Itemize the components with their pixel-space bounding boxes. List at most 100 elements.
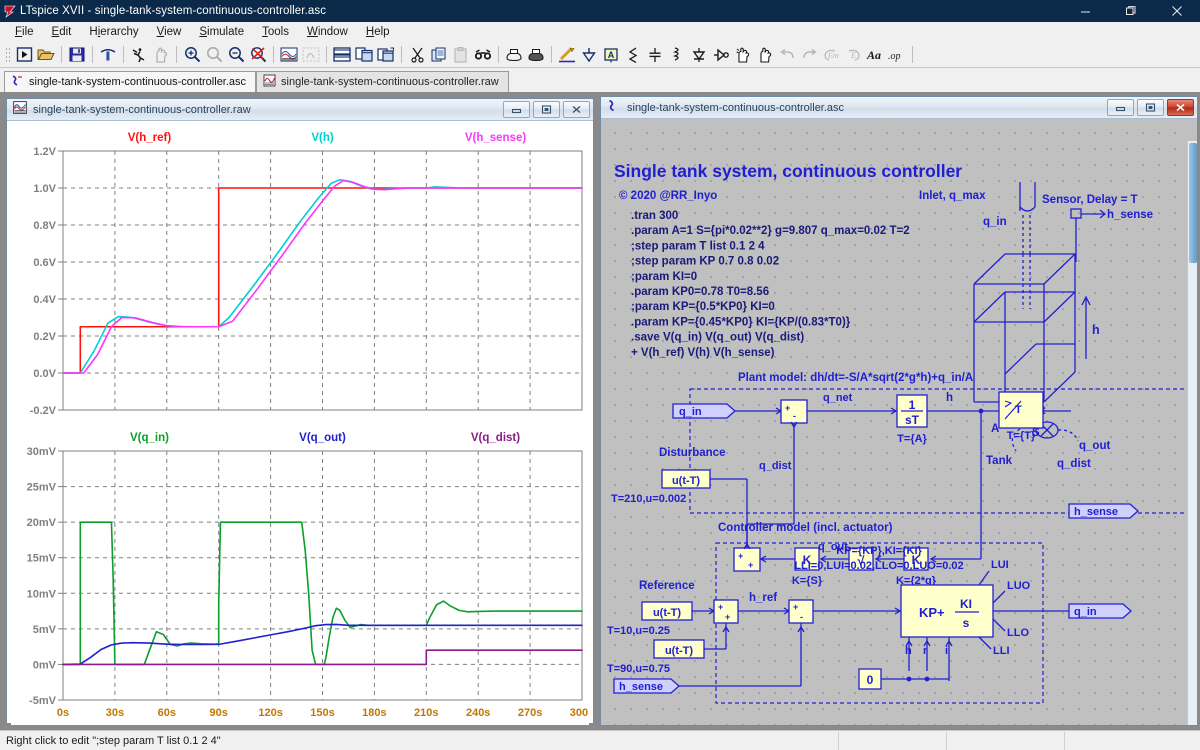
waveform-plot-area[interactable]: V(h_ref) V(h) V(h_sense) 1.2V 1.0V 0.8V 0.6V 0.… bbox=[7, 121, 594, 725]
component-icon[interactable] bbox=[710, 44, 732, 66]
schematic-text: - bbox=[793, 411, 796, 421]
zero-block-label: 0 bbox=[867, 673, 874, 687]
plot-ytick-label: 1.0V bbox=[33, 183, 56, 195]
zoom-out-icon[interactable] bbox=[225, 44, 247, 66]
resistor-icon[interactable] bbox=[622, 44, 644, 66]
menu-view[interactable]: View bbox=[156, 25, 182, 38]
schematic-title: Single tank system, continuous controlle… bbox=[614, 161, 962, 181]
maximize-button[interactable] bbox=[1108, 0, 1154, 22]
statusbar-message: Right click to edit ";step param T list … bbox=[6, 734, 221, 747]
open-icon[interactable] bbox=[35, 44, 57, 66]
schematic-window-titlebar[interactable]: single-tank-system-continuous-controller… bbox=[601, 97, 1197, 119]
zoom-area-icon[interactable] bbox=[203, 44, 225, 66]
undo-icon[interactable] bbox=[776, 44, 798, 66]
label-net-icon[interactable]: A bbox=[600, 44, 622, 66]
schematic-restore-button[interactable] bbox=[1137, 99, 1164, 116]
ground-icon[interactable] bbox=[578, 44, 600, 66]
menu-edit[interactable]: Edit bbox=[51, 25, 72, 38]
print-icon[interactable] bbox=[525, 44, 547, 66]
diode-icon[interactable] bbox=[688, 44, 710, 66]
tile-horizontal-icon[interactable] bbox=[331, 44, 353, 66]
spice-directive-icon[interactable]: .op bbox=[886, 44, 908, 66]
ltspice-app-icon bbox=[0, 0, 20, 22]
statusbar-cell-2 bbox=[946, 732, 1064, 750]
menu-window[interactable]: Window bbox=[306, 25, 348, 38]
draw-wire-icon[interactable] bbox=[556, 44, 578, 66]
menu-tools[interactable]: Tools bbox=[262, 25, 289, 38]
save-icon[interactable] bbox=[66, 44, 88, 66]
toolbar-grip[interactable] bbox=[4, 45, 11, 64]
plot-ytick-label: 0.0V bbox=[33, 368, 56, 380]
spice-error-log-icon[interactable] bbox=[300, 44, 322, 66]
controller-params-2: LLI=0,LUI=0.02,LLO=0,LUO=0.02 bbox=[794, 560, 963, 572]
waveform-restore-button[interactable] bbox=[533, 101, 560, 118]
run-man-icon[interactable] bbox=[128, 44, 150, 66]
print-preview-icon[interactable] bbox=[503, 44, 525, 66]
inductor-icon[interactable] bbox=[666, 44, 688, 66]
waveform-window-title: single-tank-system-continuous-controller… bbox=[33, 103, 251, 116]
capacitor-icon[interactable] bbox=[644, 44, 666, 66]
window-titlebar: LTspice XVII - single-tank-system-contin… bbox=[0, 0, 1200, 22]
waveform-close-button[interactable] bbox=[563, 101, 590, 118]
gain-2g-param: K={2*g} bbox=[896, 575, 937, 587]
spice-directive-line: .param A=1 S={pi*0.02**2} g=9.807 q_max=… bbox=[631, 225, 910, 237]
run-icon[interactable] bbox=[13, 44, 35, 66]
mirror-icon[interactable]: E bbox=[842, 44, 864, 66]
minimize-button[interactable] bbox=[1062, 0, 1108, 22]
plot-trace-Vh_sense bbox=[62, 179, 583, 374]
plot-legend-Vq_in: V(q_in) bbox=[130, 432, 169, 444]
spice-directive-line: ;step param KP 0.7 0.8 0.02 bbox=[631, 256, 779, 268]
schematic-text: + bbox=[748, 560, 753, 570]
schematic-vertical-scrollbar[interactable] bbox=[1187, 141, 1197, 725]
plot-panel-upper[interactable]: V(h_ref) V(h) V(h_sense) 1.2V 1.0V 0.8V 0.6V 0.… bbox=[11, 125, 589, 425]
text-icon[interactable]: Aa bbox=[864, 44, 886, 66]
zoom-back-icon[interactable] bbox=[247, 44, 269, 66]
tab-waveform[interactable]: single-tank-system-continuous-controller… bbox=[256, 71, 509, 92]
net-q-out: q_out bbox=[818, 541, 848, 553]
halt-icon[interactable] bbox=[150, 44, 172, 66]
waveform-icon bbox=[263, 74, 276, 90]
cascade-icon[interactable] bbox=[375, 44, 397, 66]
plot-xtick-label: 240s bbox=[466, 707, 490, 719]
schematic-close-button[interactable] bbox=[1167, 99, 1194, 116]
tab-schematic[interactable]: single-tank-system-continuous-controller… bbox=[4, 71, 257, 92]
disturbance-heading: Disturbance bbox=[659, 447, 725, 459]
paste-icon[interactable] bbox=[450, 44, 472, 66]
pin-r: r bbox=[923, 645, 928, 657]
schematic-minimize-button[interactable] bbox=[1107, 99, 1134, 116]
cut-icon[interactable] bbox=[406, 44, 428, 66]
spice-directive-line: .save V(q_in) V(q_out) V(q_dist) bbox=[631, 332, 804, 344]
schematic-scroll-thumb[interactable] bbox=[1189, 143, 1197, 263]
probe-icon[interactable] bbox=[97, 44, 119, 66]
waveform-window-titlebar[interactable]: single-tank-system-continuous-controller… bbox=[7, 99, 593, 121]
plot-ytick-label: 1.2V bbox=[33, 146, 56, 158]
net-q-net: q_net bbox=[823, 392, 853, 404]
plot-ytick-label: -5mV bbox=[29, 695, 57, 707]
waveform-minimize-button[interactable] bbox=[503, 101, 530, 118]
rotate-icon[interactable]: Em bbox=[820, 44, 842, 66]
disturbance-block-label: u(t-T) bbox=[672, 475, 700, 487]
plot-upper-svg: V(h_ref) V(h) V(h_sense) 1.2V 1.0V 0.8V 0.6V 0.… bbox=[30, 132, 583, 417]
plot-panel-lower[interactable]: V(q_in) V(q_out) V(q_dist) 30mV 25mV 20mV 15mV… bbox=[11, 425, 594, 725]
pi-block-ki: KI bbox=[960, 597, 972, 611]
find-icon[interactable] bbox=[472, 44, 494, 66]
copy-icon[interactable] bbox=[428, 44, 450, 66]
menu-simulate[interactable]: Simulate bbox=[199, 25, 245, 38]
schematic-text: + bbox=[785, 403, 790, 413]
plot-trace-Vq_in bbox=[62, 521, 583, 666]
waveform-icon[interactable] bbox=[278, 44, 300, 66]
tile-vertical-icon[interactable] bbox=[353, 44, 375, 66]
menu-hierarchy[interactable]: Hierarchy bbox=[89, 25, 139, 38]
move-icon[interactable] bbox=[732, 44, 754, 66]
menu-file[interactable]: FFileile bbox=[15, 25, 34, 38]
schematic-window-title: single-tank-system-continuous-controller… bbox=[627, 101, 845, 114]
plot-legend-Vh_sense: V(h_sense) bbox=[465, 132, 527, 144]
schematic-canvas[interactable]: Single tank system, continuous controlle… bbox=[601, 119, 1197, 725]
drag-icon[interactable] bbox=[754, 44, 776, 66]
zoom-in-icon[interactable] bbox=[181, 44, 203, 66]
menu-help[interactable]: Help bbox=[365, 25, 390, 38]
redo-icon[interactable] bbox=[798, 44, 820, 66]
close-button[interactable] bbox=[1154, 0, 1200, 22]
schematic-text: T bbox=[1015, 404, 1022, 416]
